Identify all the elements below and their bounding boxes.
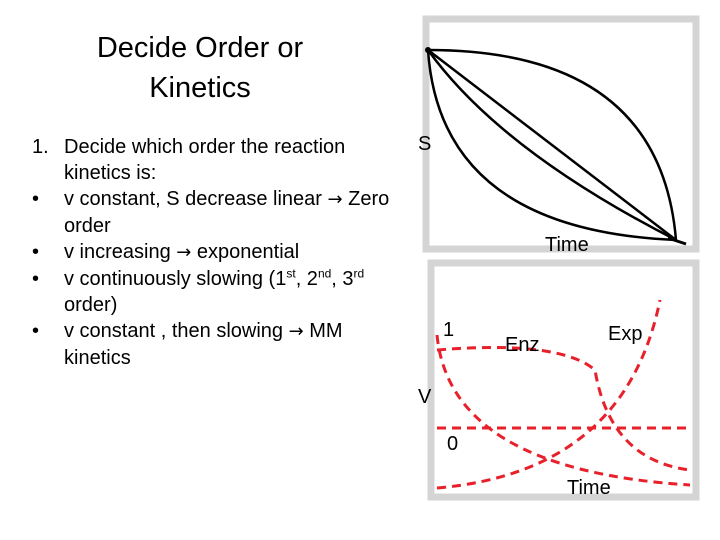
bottom-x-axis-label: Time (567, 477, 611, 499)
bullet-text: exponential (191, 241, 300, 263)
superscript: rd (353, 266, 365, 281)
bottom-panel-frame (427, 259, 700, 501)
substrate-time-plot (422, 15, 700, 253)
right-arrow-icon: → (327, 189, 343, 210)
bullet-text: MM kinetics (64, 320, 343, 369)
velocity-time-plot (427, 259, 700, 501)
bullet-text: v constant, S decrease linear (64, 188, 328, 210)
bullet-marker: • (32, 241, 40, 263)
bullet-marker: • (32, 268, 40, 290)
superscript: nd (317, 266, 332, 281)
bullet-text: v increasing (64, 241, 177, 263)
title-line-1: Decide Order or (96, 32, 304, 64)
zero-order-curve-label: 0 (447, 433, 459, 455)
curve-first-order (426, 49, 677, 242)
bullet-text: v continuously slowing (1 (64, 268, 287, 290)
bullet-text: order) (64, 294, 118, 316)
start-point (425, 47, 431, 53)
curve-convex-down (426, 49, 677, 242)
main-point-text: Decide which order the reaction kinetics… (64, 136, 346, 184)
main-number: 1. (32, 136, 49, 158)
bullet-marker: • (32, 188, 40, 210)
right-arrow-icon: → (176, 242, 192, 263)
slide-title: Decide Order or Kinetics (40, 28, 360, 108)
bullet-exponential: • v increasing → exponential (32, 239, 412, 266)
superscript: st (286, 266, 296, 281)
bullet-text: Zero order (64, 188, 390, 237)
first-order-curve-label: 1 (443, 319, 455, 341)
bullet-zero-order: • v constant, S decrease linear → Zero o… (32, 186, 412, 239)
curve-enzyme-mm (436, 346, 691, 472)
line-zero-order (427, 49, 677, 241)
curve-exponential (436, 299, 662, 490)
top-y-axis-label: S (418, 133, 432, 155)
bullet-list: 1. Decide which order the reaction kinet… (32, 134, 412, 371)
bottom-y-axis-label: V (418, 386, 432, 408)
bullet-slowing: • v continuously slowing (1st, 2nd, 3rd … (32, 266, 412, 318)
enzyme-curve-label: Enz (505, 334, 540, 356)
main-point: 1. Decide which order the reaction kinet… (32, 134, 412, 186)
curve-first-order-decay (435, 334, 691, 487)
right-arrow-icon: → (288, 321, 304, 342)
title-line-2: Kinetics (149, 72, 251, 104)
exponential-curve-label: Exp (608, 323, 643, 345)
top-x-axis-label: Time (545, 234, 589, 256)
bullet-text: , 2 (295, 268, 318, 290)
curve-mm (427, 48, 678, 241)
bullet-marker: • (32, 320, 40, 342)
bullet-mm-kinetics: • v constant , then slowing → MM kinetic… (32, 318, 412, 371)
bullet-text: v constant , then slowing (64, 320, 289, 342)
bullet-text: , 3 (331, 268, 354, 290)
end-tick (667, 236, 687, 246)
top-panel-frame (422, 15, 700, 253)
